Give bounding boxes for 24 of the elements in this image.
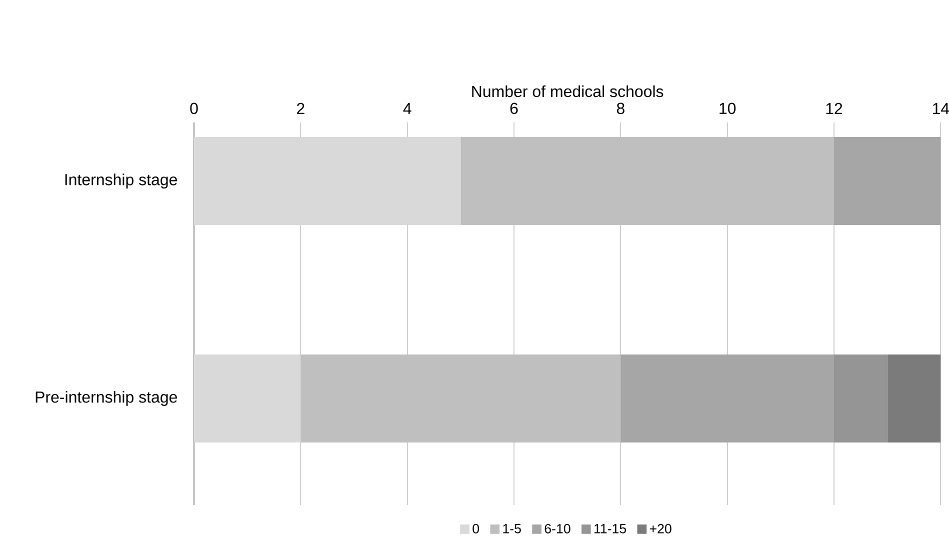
legend-label: 11-15 bbox=[594, 524, 626, 534]
x-axis-title: Number of medical schools bbox=[472, 85, 664, 98]
bar bbox=[460, 137, 834, 226]
x-tick-label: 4 bbox=[403, 103, 412, 114]
bar bbox=[620, 354, 834, 442]
bar bbox=[887, 354, 941, 442]
y-tick-label: Internship stage bbox=[65, 174, 177, 188]
x-tick-label: 2 bbox=[297, 102, 304, 114]
bar bbox=[194, 354, 301, 442]
legend-label: +20 bbox=[650, 524, 672, 534]
x-tick-label: 12 bbox=[826, 102, 842, 114]
x-tick-label: 10 bbox=[720, 102, 736, 114]
bar bbox=[194, 137, 461, 226]
legend-label: 1-5 bbox=[503, 524, 521, 534]
bar bbox=[300, 354, 621, 442]
legend-label: 6-10 bbox=[544, 524, 570, 534]
y-tick-label: Pre-internship stage bbox=[36, 391, 177, 406]
x-tick-label: 6 bbox=[510, 102, 518, 114]
legend-label: 0 bbox=[472, 524, 480, 534]
x-tick-label: 8 bbox=[616, 102, 624, 114]
bar bbox=[834, 354, 888, 442]
x-tick-label: 0 bbox=[190, 102, 198, 114]
bar bbox=[834, 137, 941, 226]
x-tick-label: 14 bbox=[932, 103, 949, 114]
